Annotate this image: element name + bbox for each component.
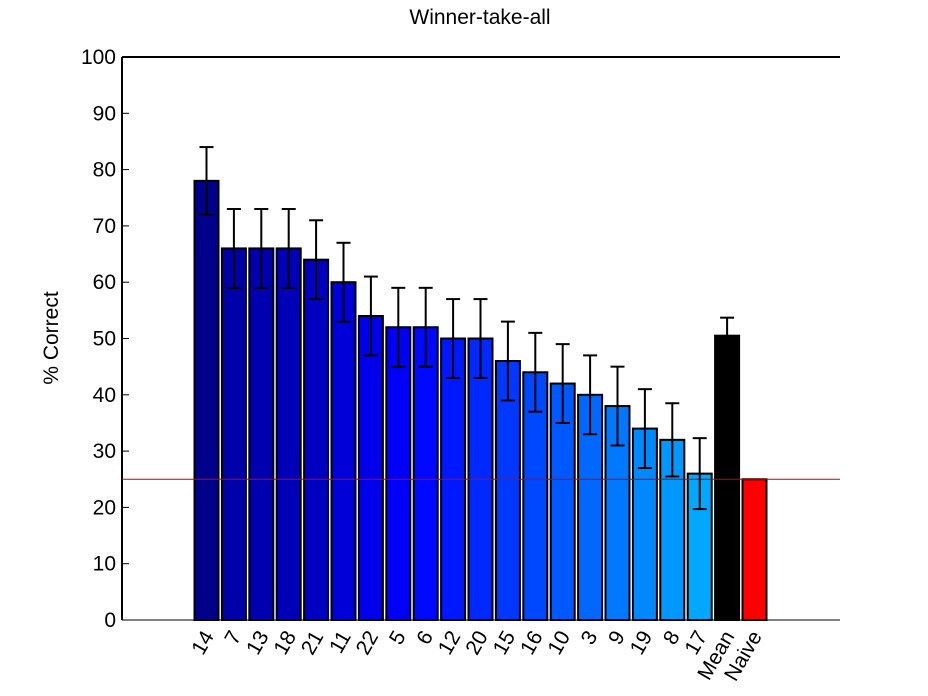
bar-11 xyxy=(330,281,357,621)
bar-15 xyxy=(494,360,521,621)
y-tick-label: 60 xyxy=(93,271,116,294)
x-tick-label: 14 xyxy=(187,627,219,659)
x-tick-label: 16 xyxy=(516,627,548,659)
y-tick-label: 40 xyxy=(93,384,116,407)
bar-13 xyxy=(248,247,275,621)
x-tick-label: 20 xyxy=(461,627,493,659)
x-tick-label: 15 xyxy=(489,627,521,659)
y-tick-label: 0 xyxy=(104,609,116,632)
x-tick-label: 12 xyxy=(434,627,466,659)
x-tick-label: 19 xyxy=(626,627,658,659)
y-tick-label: 100 xyxy=(81,46,116,69)
y-tick-label: 10 xyxy=(93,553,116,576)
bar-5 xyxy=(385,326,412,621)
y-axis-label: % Correct xyxy=(40,291,63,385)
x-tick-label: 22 xyxy=(352,627,384,659)
x-tick-label: 3 xyxy=(577,627,603,649)
bar-Mean xyxy=(714,334,741,621)
bar-18 xyxy=(275,247,302,621)
y-tick-label: 30 xyxy=(93,440,116,463)
bar-16 xyxy=(522,371,549,621)
x-tick-label: 11 xyxy=(325,627,356,657)
x-tick-label: 10 xyxy=(543,627,575,659)
bar-14 xyxy=(193,179,220,622)
chart-title: Winner-take-all xyxy=(409,6,550,29)
bar-21 xyxy=(303,258,330,621)
bar-6 xyxy=(412,326,439,621)
x-tick-label: 18 xyxy=(269,627,301,659)
bar-7 xyxy=(220,247,247,621)
bar-22 xyxy=(357,314,384,621)
x-tick-label: 5 xyxy=(385,627,411,649)
y-tick-label: 80 xyxy=(93,159,116,182)
y-tick-label: 90 xyxy=(93,102,116,125)
y-tick-label: 70 xyxy=(93,215,116,238)
x-tick-label: 13 xyxy=(242,627,274,659)
y-tick-label: 20 xyxy=(93,496,116,519)
x-tick-label: 21 xyxy=(297,627,329,659)
bar-Naive xyxy=(741,478,768,621)
y-tick-label: 50 xyxy=(93,328,116,351)
